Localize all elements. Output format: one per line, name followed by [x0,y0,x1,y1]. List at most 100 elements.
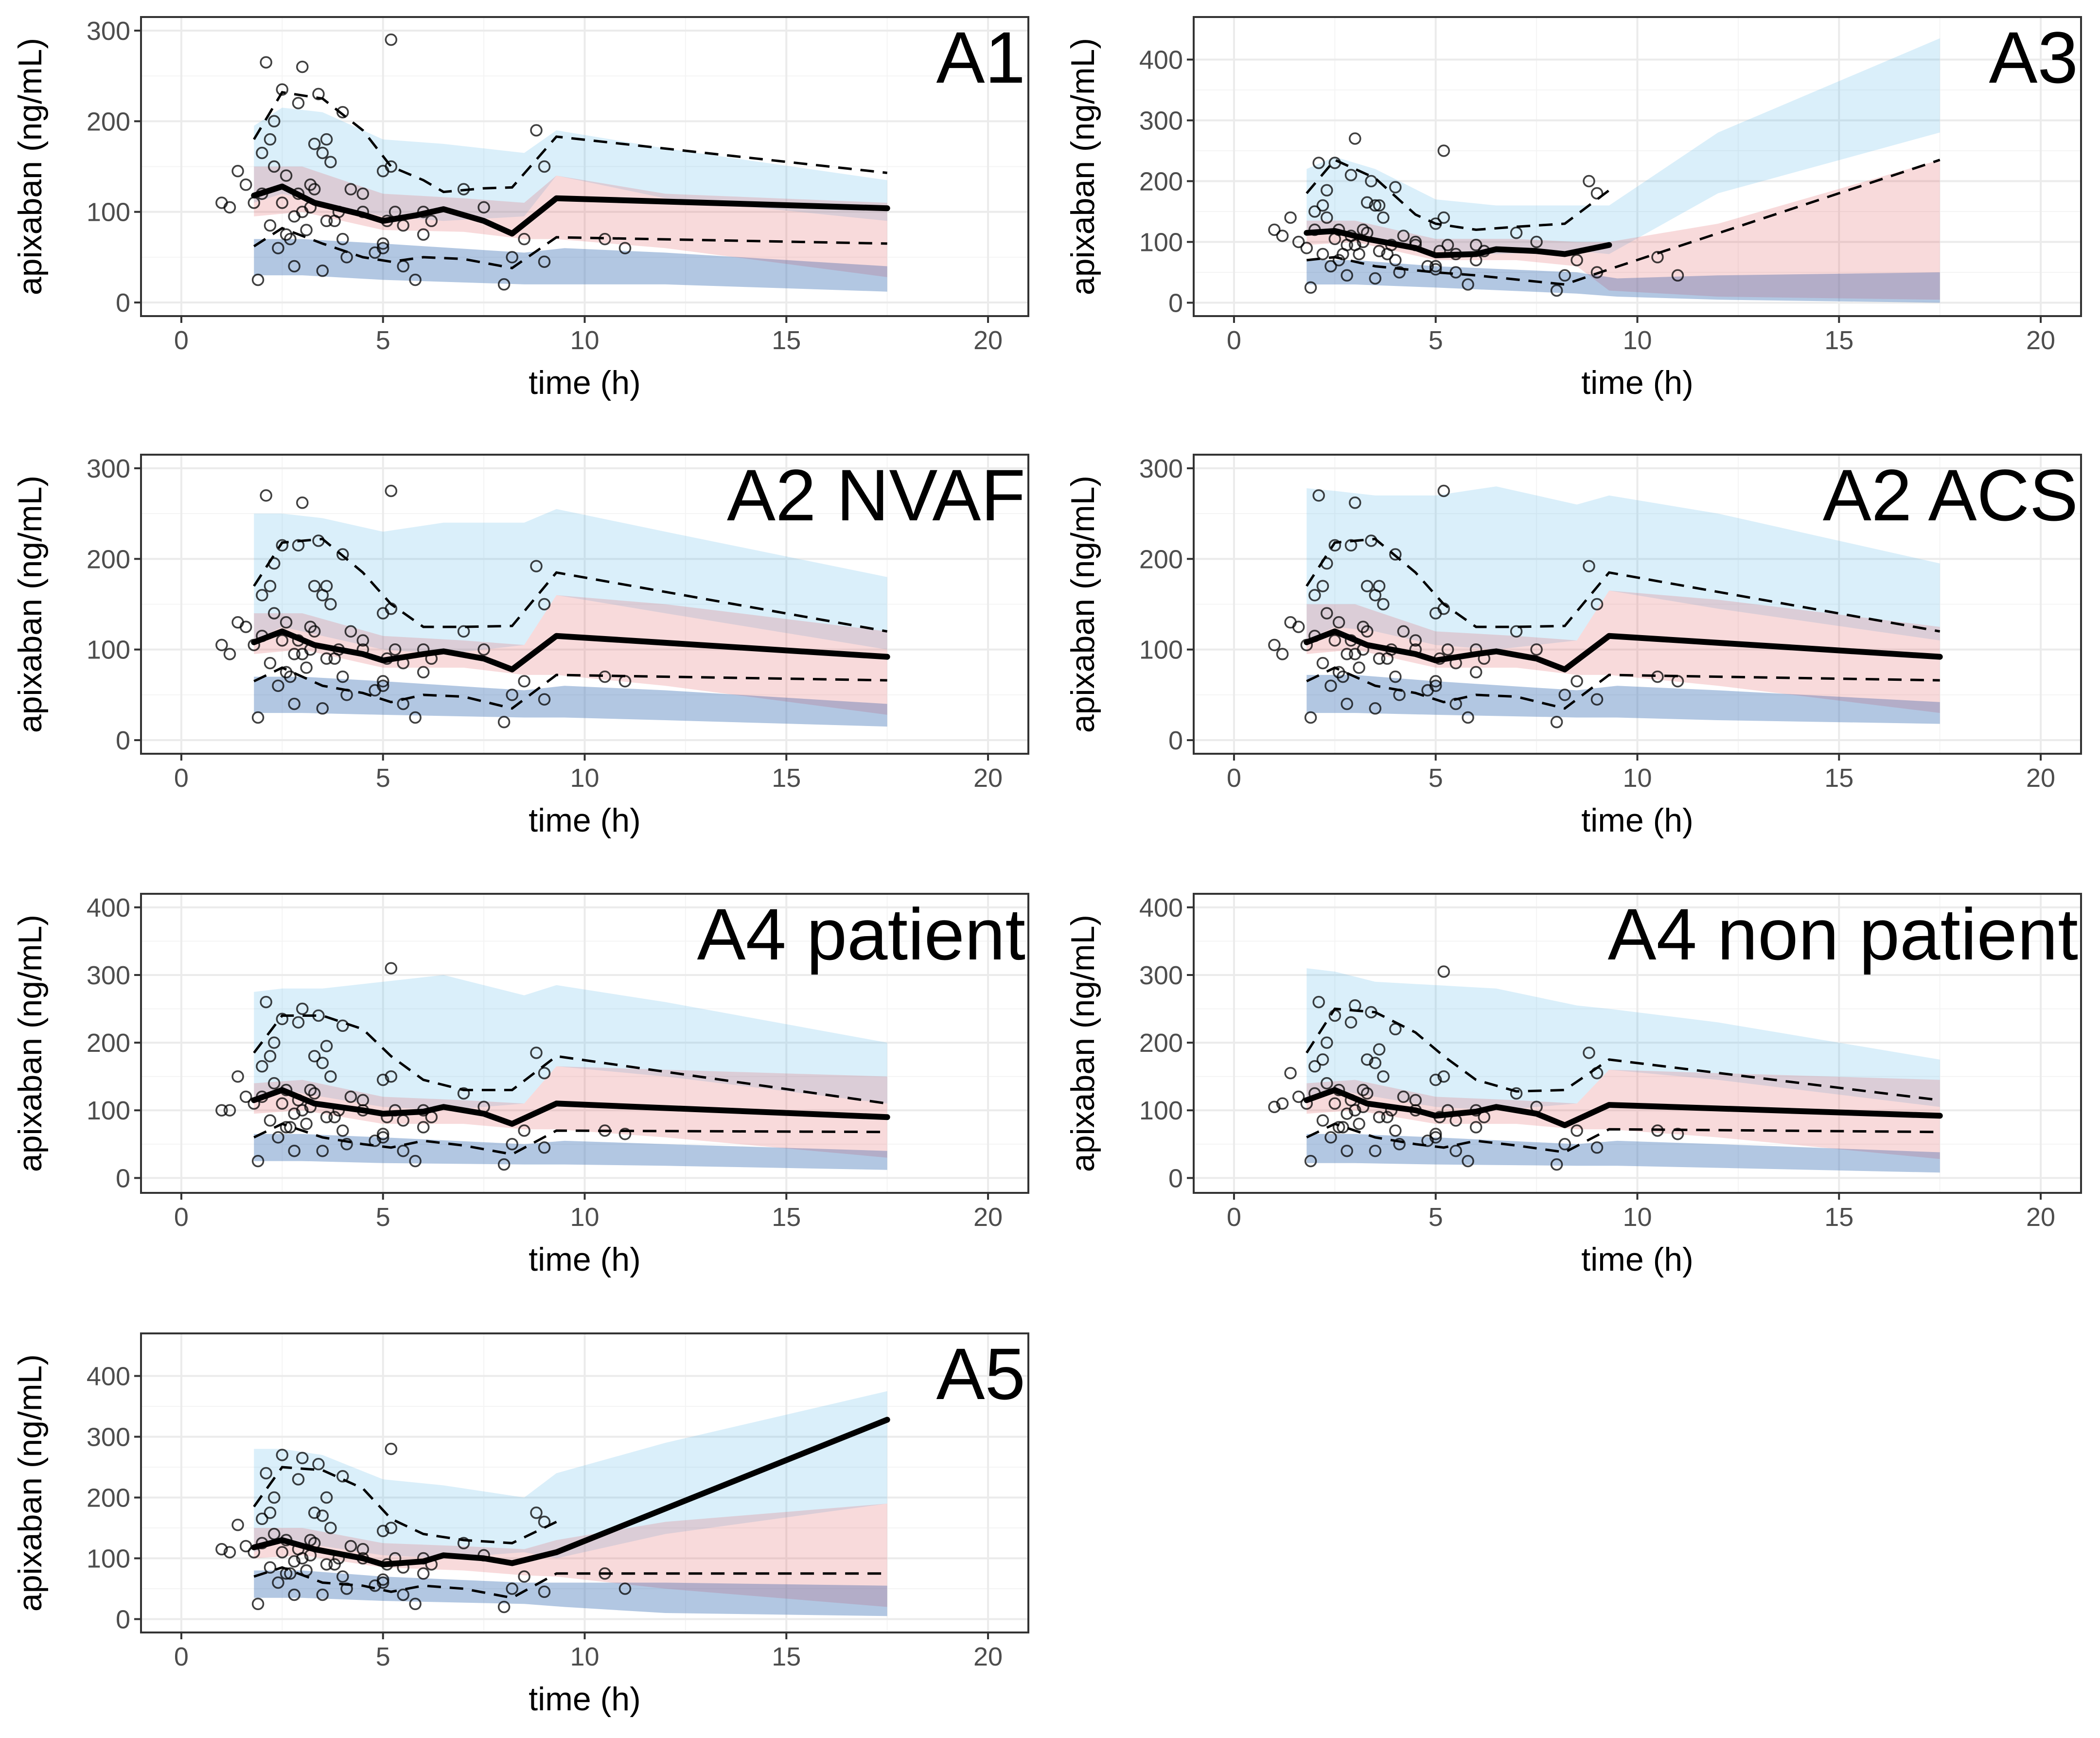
chart-4-point [1312,489,1325,502]
chart-6-point [1328,1097,1341,1110]
chart-7-point [256,1512,268,1525]
chart-6-median-line [1304,1087,1943,1128]
chart-1-point [417,228,430,241]
chart-7-plot-area [215,1391,890,1616]
chart-4-point [1308,589,1321,602]
chart-7-point [538,1585,551,1598]
chart-2-point [1437,144,1450,157]
chart-6-x-axis-label: time (h) [1581,1241,1693,1278]
chart-6-point [1373,1111,1386,1123]
chart-7-y-tick-label: 0 [116,1605,130,1634]
chart-4-point [1304,711,1317,724]
chart-3-point [538,693,551,706]
chart-6-y-tick-label: 100 [1139,1096,1183,1125]
chart-1-point [506,251,518,264]
chart-1-point [276,196,289,209]
chart-4-point [1510,625,1523,638]
chart-2-point [1571,254,1583,266]
chart-7-point [417,1567,430,1580]
chart-2-point [1349,239,1361,251]
chart-7-x-axis-label: time (h) [529,1681,640,1718]
chart-7-point [268,1491,281,1504]
chart-1-pi-low-band [254,239,887,292]
chart-2-point [1349,132,1361,145]
chart-1-point [256,146,268,160]
chart-4-point [1341,697,1353,710]
chart-4-point [1360,580,1374,592]
chart-6-p05-line [1306,1122,1940,1154]
chart-3-point [296,497,309,509]
chart-5-median-line [251,1087,890,1127]
chart-7-point [288,1588,300,1601]
chart-3-point [268,607,281,620]
chart-5-x-tick-label: 20 [973,1203,1003,1232]
chart-2-point [1530,235,1543,248]
chart-3-point [316,589,329,602]
chart-2-pi-low-overlay [1306,260,1940,303]
chart-4-point [1550,716,1563,728]
chart-2-point [1332,254,1345,266]
chart-4-point [1369,702,1382,715]
chart-6-point [1429,1073,1442,1086]
chart-7-point [324,1522,337,1534]
chart-6-point [1393,1138,1406,1151]
chart-1-point [538,255,551,268]
chart-4-point [1558,689,1571,701]
chart-2-point [1324,260,1337,273]
chart-4-point [1349,497,1361,509]
chart-5-point [518,1124,530,1137]
chart-5-point [530,1046,543,1059]
chart-6-point [1341,1107,1353,1120]
chart-3-point [308,580,321,592]
chart-4-point [1441,643,1454,656]
chart-1-point [300,224,313,236]
chart-2-point [1284,211,1297,224]
chart-7-point [409,1597,422,1611]
chart-3-point [506,689,518,701]
chart-2-y-tick-label: 0 [1168,289,1183,318]
chart-4-point [1321,607,1333,620]
chart-4-point [1268,638,1281,652]
chart-5-point [268,1077,281,1090]
chart-4-y-tick-label: 100 [1139,636,1183,665]
chart-2-y-tick-label: 300 [1139,106,1183,136]
chart-1-point [320,214,333,228]
chart-3-point [477,643,490,656]
chart-1-point [272,242,284,254]
chart-2-point [1429,263,1442,276]
chart-3-point [376,679,389,692]
chart-1-point [477,201,490,214]
chart-2-point [1304,281,1317,294]
chart-7-point [296,1452,309,1465]
chart-7-point [344,1540,357,1553]
chart-6-point [1349,1104,1361,1117]
chart-3-x-tick-label: 20 [973,763,1003,793]
chart-4-point [1462,711,1474,724]
chart-5-point [239,1090,252,1103]
chart-1-y-tick-label: 100 [87,198,130,227]
chart-4-point [1369,589,1382,602]
chart-6-point [1308,1060,1321,1073]
chart-5-point [618,1128,632,1140]
chart-2-panel-label: A3 [1989,17,2078,98]
chart-1-point [260,56,272,69]
chart-1-point [316,265,329,277]
chart-2-median-line [1304,228,1612,258]
chart-4-point [1328,539,1341,552]
chart-4-x-tick-label: 15 [1824,763,1853,793]
chart-5-point [296,1104,309,1117]
chart-7-point [288,1555,300,1568]
chart-2-point [1590,187,1604,200]
chart-5-x-tick-label: 15 [772,1203,801,1232]
chart-5-panel-label: A4 patient [697,893,1025,975]
chart-7-p05-line [253,1566,887,1599]
chart-7-point [239,1540,252,1553]
chart-2-point [1462,278,1474,291]
chart-6-point [1360,1053,1374,1066]
chart-4-x-tick-label: 5 [1429,763,1443,793]
chart-6-pi-high-band [1306,968,1940,1111]
chart-3-point [324,598,337,611]
chart-7-point [272,1576,284,1589]
chart-2-y-tick-label: 400 [1139,46,1183,75]
